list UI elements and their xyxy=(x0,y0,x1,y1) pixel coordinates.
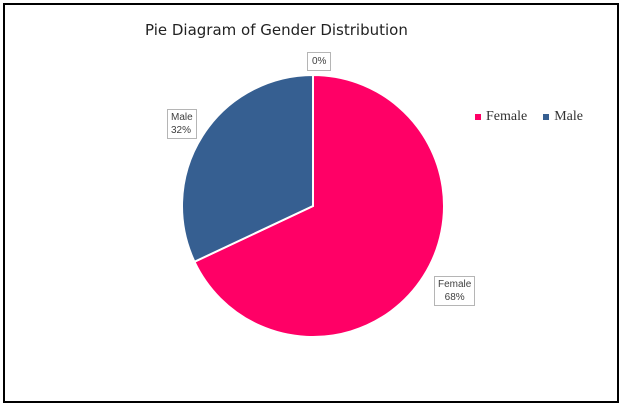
pie-chart xyxy=(181,73,445,338)
pie-slice-male xyxy=(181,73,314,264)
legend-swatch-female xyxy=(475,114,481,120)
legend-item-female: Female xyxy=(475,109,527,125)
chart-title: Pie Diagram of Gender Distribution xyxy=(145,21,408,39)
legend-label-female: Female xyxy=(486,109,528,124)
data-label-zero: 0% xyxy=(307,52,332,71)
legend-swatch-male xyxy=(543,114,550,120)
data-label-male-value: 32% xyxy=(171,125,192,136)
chart-frame: Pie Diagram of Gender Distribution 0% Ma… xyxy=(3,3,619,403)
legend: Female Male xyxy=(475,109,583,125)
data-label-male-category: Male xyxy=(171,112,193,123)
data-label-female-category: Female xyxy=(438,279,472,290)
legend-label-male: Male xyxy=(554,109,583,124)
data-label-male: Male 32% xyxy=(167,109,197,139)
data-label-zero-value: 0% xyxy=(312,56,327,67)
data-label-female: Female 68% xyxy=(434,276,476,306)
legend-item-male: Male xyxy=(543,109,583,125)
data-label-female-value: 68% xyxy=(444,292,465,303)
pie-slice-female xyxy=(193,73,445,338)
